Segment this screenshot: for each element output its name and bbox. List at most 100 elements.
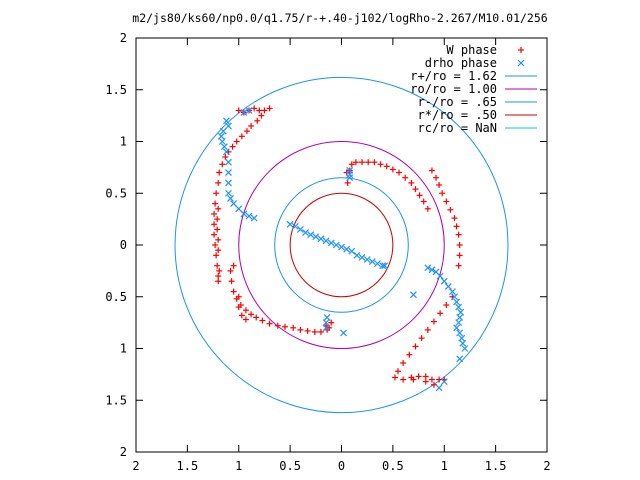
w-phase-point	[211, 231, 218, 238]
w-phase-point	[418, 335, 425, 342]
drho-phase-point	[353, 251, 361, 259]
legend-label: r+/ro = 1.62	[410, 69, 497, 83]
w-phase-point	[215, 179, 222, 186]
drho-phase-point	[338, 243, 345, 251]
w-phase-point	[424, 205, 431, 212]
drho-phase-point	[217, 132, 225, 140]
w-phase-point	[428, 167, 435, 174]
drho-phase-point	[428, 266, 436, 274]
w-phase-point	[230, 288, 237, 295]
drho-phase-point	[456, 314, 464, 321]
drho-phase-point	[225, 189, 232, 197]
drho-phase-point	[456, 355, 464, 363]
legend-symbol	[518, 47, 524, 53]
drho-phase-point	[374, 260, 381, 268]
drho-phase-point	[451, 293, 458, 301]
drho-phase-point	[449, 288, 456, 295]
w-phase-point	[215, 236, 222, 243]
w-phase-point	[410, 376, 417, 383]
drho-phase-point	[379, 262, 387, 270]
drho-phase-point	[424, 264, 432, 272]
drho-phase-point	[322, 319, 330, 327]
drho-phase-point	[296, 226, 304, 233]
drho-phase-point	[436, 272, 444, 280]
drho-phase-point	[323, 314, 331, 321]
w-phase-point	[396, 169, 403, 176]
w-phase-point	[439, 190, 446, 197]
w-phase-point	[415, 373, 422, 380]
drho-phase-point	[458, 334, 466, 342]
drho-phase-point	[346, 171, 354, 179]
drho-phase-point	[381, 262, 389, 270]
legend-label: ro/ro = 1.00	[410, 82, 497, 96]
w-phase-point	[254, 117, 261, 124]
w-phase-point	[214, 226, 221, 233]
w-phase-point	[348, 161, 355, 168]
w-phase-point	[455, 231, 462, 238]
w-phase-point	[233, 138, 240, 145]
w-phase-point	[227, 267, 234, 274]
drho-phase-point	[327, 239, 335, 247]
w-phase-point	[235, 304, 242, 311]
chart-title: m2/js80/ks60/np0.0/q1.75/r-+.40-j102/log…	[132, 11, 547, 25]
w-phase-point	[443, 198, 450, 205]
x-tick-label: 0.5	[279, 459, 301, 473]
w-phase-point	[371, 159, 378, 166]
legend-label: rc/ro = NaN	[418, 121, 497, 135]
w-phase-point	[259, 317, 266, 324]
w-phase-point	[412, 343, 419, 350]
x-tick-labels: 2 1.5 1 0.5 0 0.5 1 1.5 2	[132, 459, 550, 473]
w-phase-point	[451, 215, 458, 222]
w-phase-point	[391, 374, 398, 381]
drho-phase-point	[219, 127, 227, 135]
drho-phase-point	[346, 174, 354, 182]
drho-phase-point	[459, 339, 467, 347]
w-phase-point	[400, 376, 407, 383]
w-phase-point	[261, 107, 268, 114]
legend-symbol	[517, 59, 525, 67]
w-phase-point	[365, 159, 372, 166]
w-phase-point	[248, 122, 255, 129]
w-phase-point	[256, 107, 263, 114]
radius-circle	[174, 76, 509, 414]
drho-phase-point	[218, 138, 226, 145]
drho-phase-point	[291, 222, 299, 230]
drho-phase-point	[461, 345, 469, 352]
w-phase-point	[422, 373, 429, 380]
drho-phase-point	[302, 229, 309, 237]
drho-phase-point	[363, 256, 371, 263]
w-phase-point	[420, 198, 427, 205]
w-phase-point	[230, 262, 237, 269]
drho-phase-point	[456, 329, 464, 337]
w-phase-point	[408, 179, 415, 186]
w-phase-point	[424, 326, 431, 333]
x-tick-label: 2	[543, 459, 550, 473]
x-tick-label: 2	[132, 459, 139, 473]
drho-phase-point	[435, 384, 443, 392]
drho-phase-point	[225, 179, 232, 187]
w-phase-point	[433, 174, 440, 181]
drho-phase-point	[235, 205, 243, 213]
drho-phase-point	[250, 214, 258, 222]
drho-phase-point	[317, 235, 325, 243]
drho-phase-point	[220, 143, 228, 151]
drho-phase-point	[440, 378, 448, 386]
w-phase-point	[456, 252, 463, 259]
x-tick-label: 0	[338, 459, 345, 473]
drho-phase-point	[312, 233, 320, 241]
w-phase-point	[211, 210, 218, 217]
drho-phase-point	[455, 303, 463, 311]
w-phase-point	[235, 293, 242, 300]
w-phase-point	[281, 323, 288, 330]
w-phase-point	[229, 143, 236, 150]
w-phase-point	[428, 376, 435, 383]
y-tick-labels: 2 1.5 1 0.5 0 0.5 1 1.5 2	[105, 31, 127, 459]
w-phase-point	[344, 179, 351, 186]
w-phase-point	[215, 205, 222, 212]
w-phase-point	[328, 319, 335, 326]
drho-phase-point	[227, 195, 234, 202]
radius-circle	[289, 192, 394, 298]
drho-phase-point	[225, 169, 232, 176]
drho-phase-point	[230, 200, 238, 208]
